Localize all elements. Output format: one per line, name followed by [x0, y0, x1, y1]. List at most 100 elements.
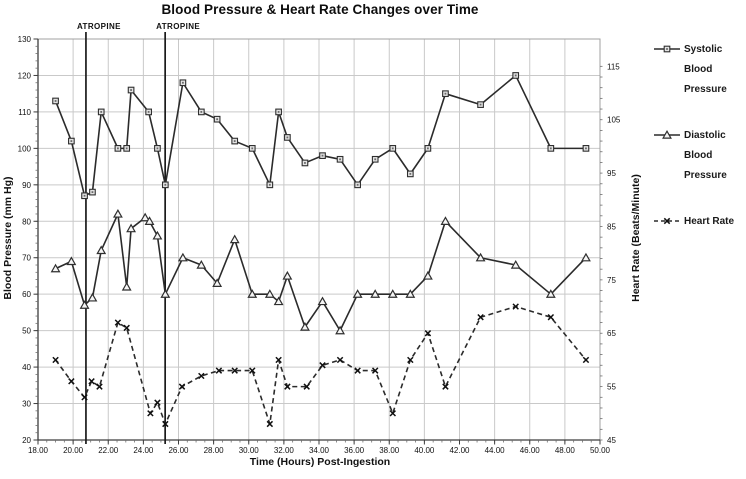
triangle-marker: [545, 289, 556, 298]
y-right-tick-label: 75: [607, 276, 616, 285]
x-marker: [336, 356, 344, 364]
triangle-marker: [387, 289, 398, 298]
square-marker-dot: [426, 147, 429, 150]
y-left-tick-label: 100: [18, 144, 32, 153]
x-tick-label: 40.00: [414, 446, 435, 455]
chart-title: Blood Pressure & Heart Rate Changes over…: [161, 2, 479, 17]
square-marker-dot: [117, 147, 119, 150]
x-marker: [389, 410, 396, 417]
x-marker: [663, 217, 671, 225]
triangle-marker: [177, 252, 188, 262]
square-marker-dot: [444, 92, 447, 95]
square-marker-dot: [356, 183, 359, 186]
y-left-tick-label: 130: [18, 35, 32, 44]
y-left-tick-label: 120: [18, 71, 32, 80]
x-tick-label: 28.00: [204, 446, 225, 455]
triangle-marker: [121, 281, 132, 291]
square-marker-dot: [391, 147, 394, 150]
triangle-marker: [87, 292, 98, 302]
heart-rate-series: [52, 303, 590, 428]
x-tick-label: 48.00: [555, 446, 576, 455]
x-marker: [162, 420, 169, 428]
x-marker: [215, 367, 223, 374]
square-marker-dot: [125, 147, 128, 150]
x-tick-label: 50.00: [590, 446, 611, 455]
x-marker: [371, 367, 379, 374]
x-tick-label: 36.00: [344, 446, 365, 455]
atropine-label: ATROPINE: [156, 22, 200, 31]
triangle-marker-icon: [653, 126, 684, 146]
chart-legend: Systolic Blood Pressure Diastolic Blood Press…: [653, 40, 745, 258]
triangle-marker: [662, 129, 672, 139]
y-left-tick-label: 40: [22, 363, 31, 372]
x-tick-label: 26.00: [168, 446, 189, 455]
x-marker: [477, 313, 484, 321]
x-tick-label: 44.00: [485, 446, 506, 455]
legend-swatch-graphic: [654, 45, 680, 53]
square-marker-dot: [321, 154, 324, 157]
x-marker: [147, 410, 154, 417]
triangle-marker: [405, 289, 416, 298]
diastolic-blood-pressure-series: [50, 208, 591, 335]
square-marker-dot: [70, 140, 73, 142]
triangle-marker: [510, 259, 521, 269]
x-marker: [96, 383, 103, 390]
triangle-marker: [196, 259, 207, 269]
legend-label: Heart Rate: [684, 212, 734, 232]
square-marker-dot: [374, 158, 377, 161]
x-tick-label: 32.00: [274, 446, 295, 455]
square-marker-dot: [479, 103, 482, 106]
triangle-marker: [317, 296, 328, 306]
legend-swatch-graphic: [654, 129, 680, 139]
square-marker-dot: [286, 136, 289, 139]
x-tick-label: 24.00: [133, 446, 154, 455]
legend-label-line: Pressure: [684, 84, 727, 95]
square-marker-dot: [339, 158, 341, 161]
square-marker-icon: [653, 40, 684, 60]
square-marker-dot: [164, 183, 167, 186]
series-line: [54, 74, 586, 197]
square-marker-dot: [514, 74, 517, 77]
x-marker-icon: [653, 212, 684, 232]
square-marker-dot: [549, 147, 552, 150]
square-marker-dot: [666, 48, 668, 50]
legend-label-line: Blood: [684, 64, 713, 75]
y-axis-left-label: Blood Pressure (mm Hg): [2, 176, 14, 300]
triangle-marker: [475, 252, 486, 262]
x-tick-label: 30.00: [239, 446, 260, 455]
atropine-label: ATROPINE: [77, 22, 121, 31]
legend-label: Diastolic Blood Pressure: [684, 126, 727, 186]
square-marker-dot: [83, 194, 86, 197]
square-marker-dot: [585, 147, 587, 150]
x-marker: [123, 324, 130, 332]
square-marker-dot: [91, 191, 94, 194]
y-left-tick-label: 60: [22, 290, 31, 299]
x-axis-label: Time (Hours) Post-Ingestion: [249, 456, 391, 468]
x-marker: [52, 356, 59, 364]
triangle-marker: [273, 296, 284, 306]
x-tick-label: 18.00: [28, 446, 49, 455]
y-right-tick-label: 45: [607, 436, 616, 445]
triangle-marker: [96, 245, 107, 255]
x-marker: [512, 303, 519, 310]
y-left-tick-label: 50: [22, 327, 31, 336]
triangle-marker: [247, 289, 258, 298]
y-right-tick-label: 85: [607, 222, 616, 231]
legend-label: Systolic Blood Pressure: [684, 40, 727, 100]
triangle-marker: [352, 289, 363, 298]
triangle-marker: [66, 256, 77, 266]
x-marker: [198, 372, 205, 380]
y-left-tick-label: 70: [22, 254, 31, 263]
triangle-marker: [112, 208, 123, 218]
square-marker-dot: [251, 147, 254, 150]
x-marker: [275, 356, 282, 364]
legend-label-line: Systolic: [684, 44, 723, 55]
y-left-tick-label: 30: [22, 400, 31, 409]
axis-ticks: [33, 38, 603, 445]
x-marker: [114, 319, 122, 326]
y-right-tick-label: 115: [607, 62, 620, 71]
x-marker: [354, 367, 361, 374]
square-marker-dot: [200, 111, 203, 113]
x-marker: [266, 420, 274, 428]
